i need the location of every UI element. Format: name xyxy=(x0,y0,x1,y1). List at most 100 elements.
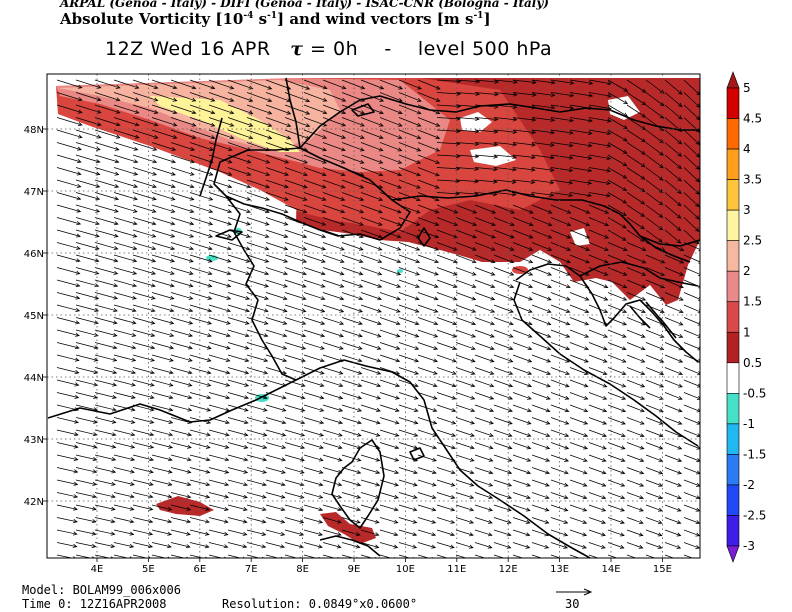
wind-vector xyxy=(265,504,286,512)
wind-vector xyxy=(189,179,214,189)
wind-vector xyxy=(683,379,700,388)
wind-vector xyxy=(550,154,574,160)
wind-vector xyxy=(151,542,172,549)
wind-vector xyxy=(512,442,532,450)
wind-vector xyxy=(493,379,514,388)
wind-vector xyxy=(474,417,494,425)
wind-vector xyxy=(417,167,440,177)
wind-vector xyxy=(151,479,173,487)
wind-vector xyxy=(113,529,135,536)
wind-vector xyxy=(474,204,497,214)
wind-vector xyxy=(550,242,572,251)
wind-vector xyxy=(208,79,235,90)
wind-vector xyxy=(645,142,665,156)
wind-vector xyxy=(208,504,229,511)
wind-vector xyxy=(189,92,216,102)
wind-vector xyxy=(512,117,537,122)
wind-vector xyxy=(322,192,346,201)
wind-vector xyxy=(398,167,421,177)
wind-vector xyxy=(322,217,346,226)
wind-vector xyxy=(151,117,178,127)
wind-vector xyxy=(113,217,138,226)
wind-vector xyxy=(303,179,327,189)
wind-vector xyxy=(531,367,552,375)
wind-vector xyxy=(246,454,268,462)
wind-vector xyxy=(645,292,665,301)
wind-vector xyxy=(56,542,78,548)
wind-vector xyxy=(132,229,157,238)
border-croatia xyxy=(639,235,700,247)
wind-vector xyxy=(607,492,626,500)
wind-vector xyxy=(436,417,457,425)
wind-vector xyxy=(113,417,136,424)
wind-vector xyxy=(132,504,154,511)
wind-vector xyxy=(265,429,287,437)
wind-vector xyxy=(626,129,646,143)
colorbar-swatch xyxy=(726,209,740,241)
wind-vector xyxy=(474,517,493,524)
wind-vector xyxy=(265,217,289,226)
wind-vector xyxy=(360,292,383,301)
wind-vector xyxy=(474,117,499,122)
wind-vector xyxy=(569,467,588,475)
wind-vector xyxy=(284,504,305,512)
wind-vector xyxy=(151,79,178,90)
wind-vector xyxy=(151,292,175,300)
colorbar-swatch xyxy=(726,331,740,364)
wind-vector xyxy=(265,517,286,524)
lon-label: 6E xyxy=(193,564,206,575)
wind-vector xyxy=(284,304,307,313)
wind-vector xyxy=(75,267,100,275)
wind-vector xyxy=(588,217,610,227)
wind-vector xyxy=(341,492,362,499)
wind-vector xyxy=(379,79,403,90)
wind-vector xyxy=(398,142,422,152)
wind-vector xyxy=(208,267,232,276)
lat-label: 43N xyxy=(24,435,44,446)
wind-vector xyxy=(208,367,231,375)
wind-vector xyxy=(189,142,214,151)
wind-vector xyxy=(322,479,343,487)
wind-vector xyxy=(683,279,700,289)
wind-vector xyxy=(569,317,590,326)
wind-vector xyxy=(265,104,292,115)
wind-vector xyxy=(189,379,212,387)
wind-vector xyxy=(265,192,289,201)
coastline-croatian-islands xyxy=(629,301,677,339)
wind-vector xyxy=(474,317,495,326)
wind-vector xyxy=(398,292,420,301)
wind-vector xyxy=(341,129,365,139)
wind-vector xyxy=(132,367,155,375)
wind-vector xyxy=(360,379,382,388)
wind-vector xyxy=(132,479,154,486)
wind-vector xyxy=(132,117,159,127)
wind-vector xyxy=(94,404,117,412)
wind-vector xyxy=(474,129,499,134)
wind-vector xyxy=(284,254,308,263)
wind-vector xyxy=(132,192,157,201)
wind-vector xyxy=(56,392,80,399)
wind-vector xyxy=(417,204,440,214)
wind-vector xyxy=(208,217,232,226)
wind-vector xyxy=(455,204,478,214)
wind-vector xyxy=(398,392,419,400)
wind-vector xyxy=(170,279,194,288)
wind-vector xyxy=(227,304,250,313)
wind-vector xyxy=(455,342,476,350)
wind-vector xyxy=(588,254,609,264)
wind-vector xyxy=(208,129,235,140)
wind-vector xyxy=(284,429,306,437)
wind-vector xyxy=(246,504,267,512)
wind-vector xyxy=(322,329,344,338)
wind-vector xyxy=(113,204,138,213)
wind-vector xyxy=(588,167,612,173)
wind-vector xyxy=(645,129,665,144)
wind-vector xyxy=(170,479,192,487)
wind-vector xyxy=(113,492,135,499)
wind-vector xyxy=(683,342,700,351)
wind-vector xyxy=(379,492,399,499)
wind-vector xyxy=(170,329,194,338)
wind-vector xyxy=(227,167,252,176)
wind-vector xyxy=(531,142,555,147)
wind-vector xyxy=(227,117,254,127)
